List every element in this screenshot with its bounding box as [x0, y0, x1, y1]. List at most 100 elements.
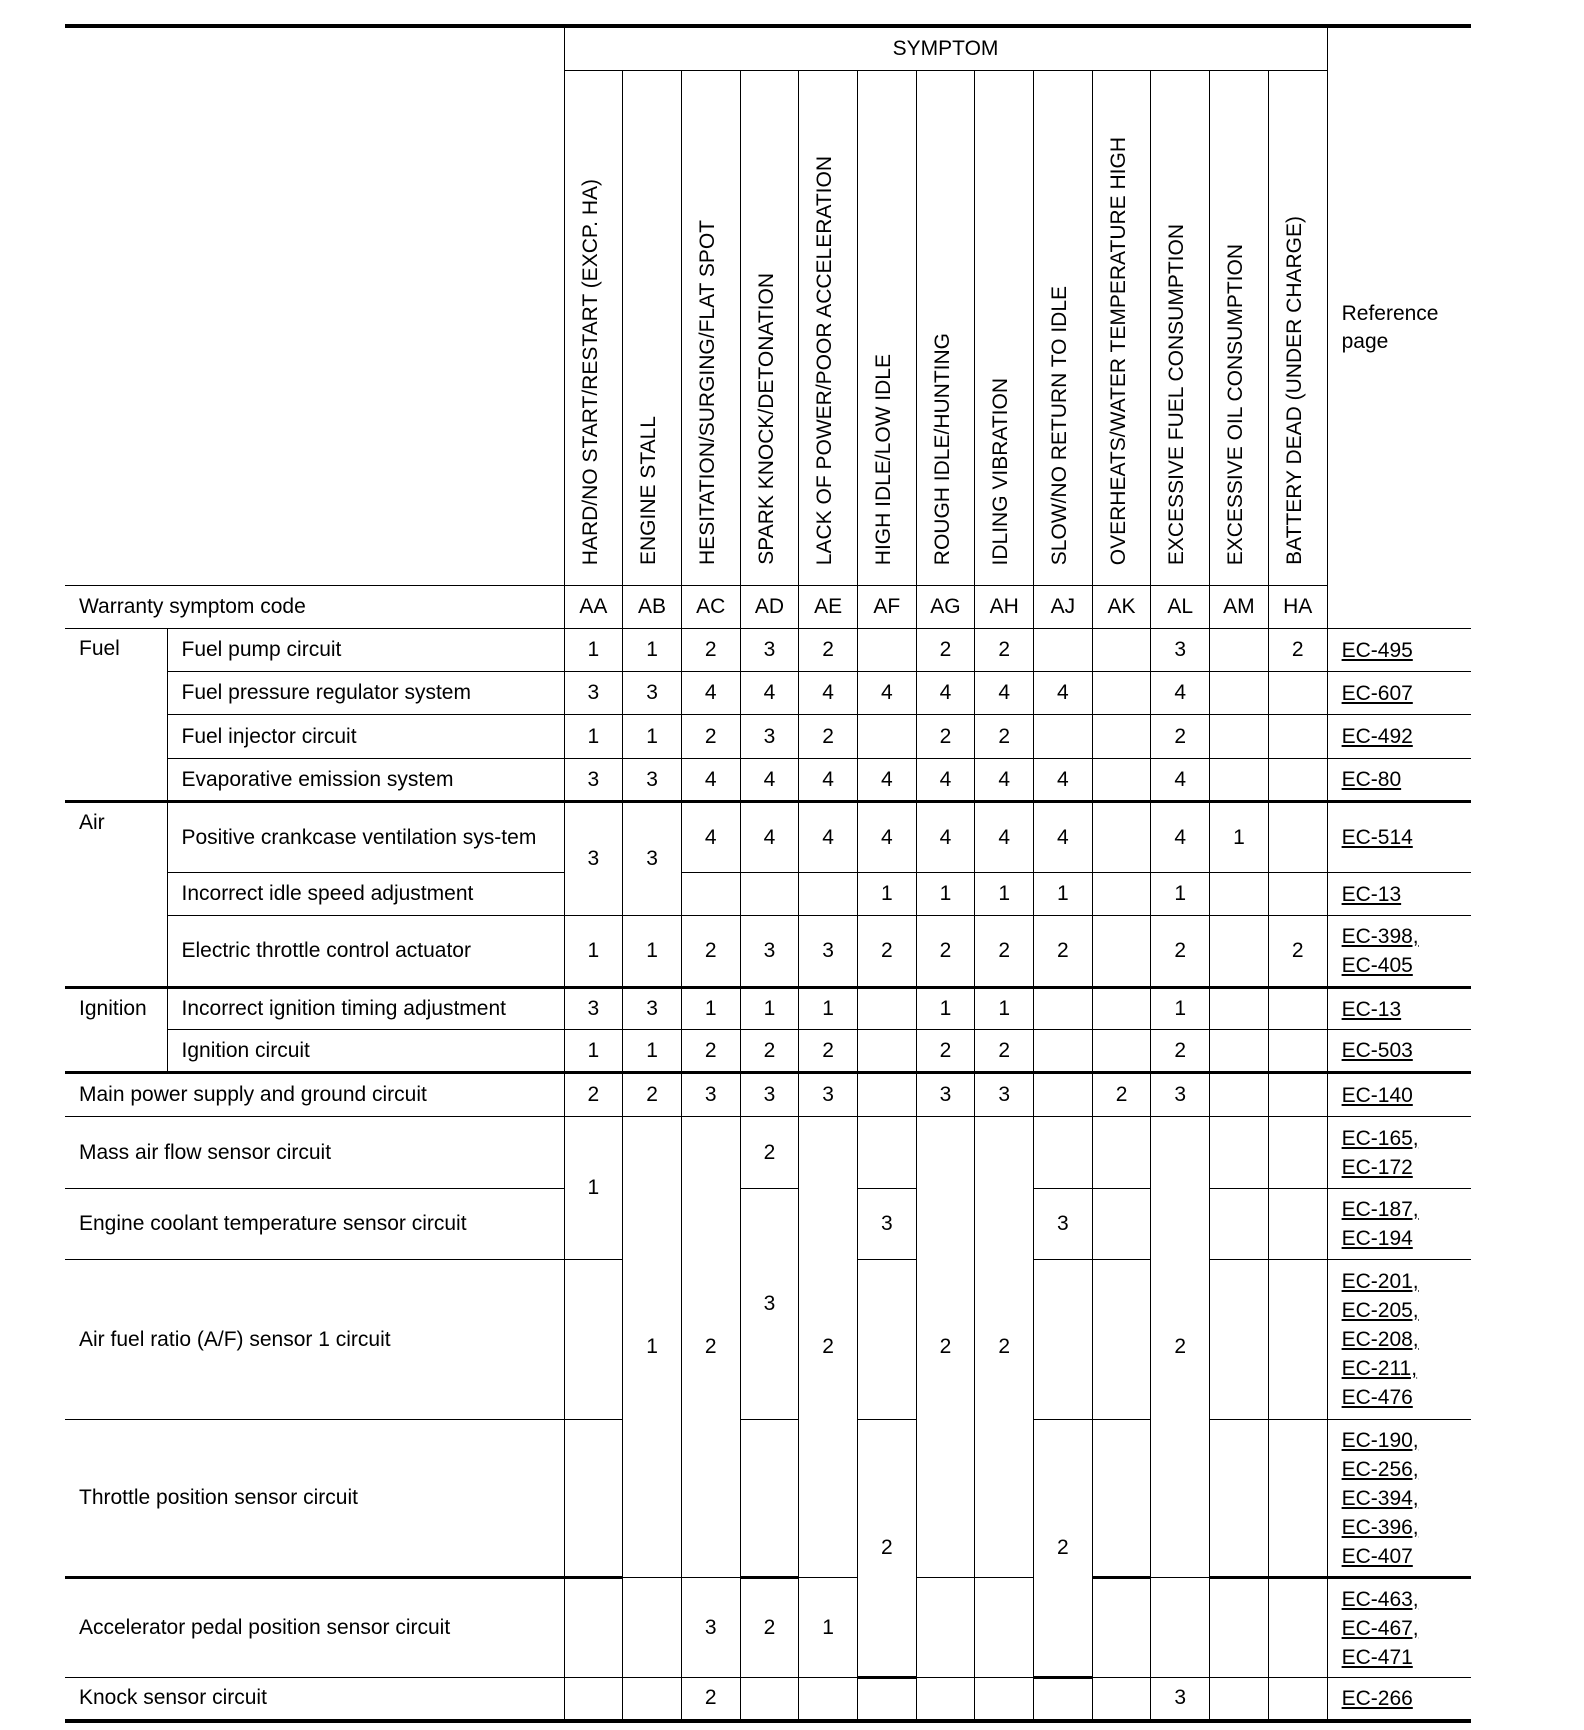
table-row: Incorrect idle speed adjustment 1 1 1 1 1 EC-1… [65, 872, 1472, 916]
priority-cell [1209, 1116, 1269, 1189]
priority-cell: 2 [1150, 714, 1211, 759]
priority-cell: 1 [798, 987, 858, 1030]
priority-cell [1209, 987, 1269, 1030]
reference-page-link[interactable]: EC-398, [1341, 925, 1419, 948]
priority-cell [1091, 628, 1152, 672]
priority-cell [622, 1677, 682, 1721]
priority-cell [1091, 915, 1152, 989]
reference-page-cell: EC-190, EC-256, EC-394, EC-396, EC-407 [1326, 1419, 1472, 1579]
reference-page-link[interactable]: EC-256, [1341, 1457, 1419, 1481]
reference-page-link[interactable]: EC-140 [1341, 1083, 1413, 1107]
reference-page-link[interactable]: EC-495 [1341, 638, 1413, 662]
priority-cell [915, 1677, 976, 1721]
priority-cell: 3 [974, 1072, 1034, 1117]
priority-cell [1033, 1072, 1093, 1117]
reference-page-link[interactable]: EC-80 [1341, 768, 1402, 791]
table-row: Ignition Incorrect ignition timing adjust… [65, 987, 1472, 1074]
reference-page-cell: EC-495 [1326, 628, 1472, 672]
reference-page-link[interactable]: EC-208, [1341, 1328, 1419, 1351]
priority-cell: 2 [622, 1072, 682, 1117]
warranty-code: AL [1150, 585, 1211, 629]
reference-page-link[interactable]: EC-503 [1341, 1039, 1413, 1062]
priority-cell: 4 [680, 671, 741, 715]
row-label: Main power supply and ground circuit [65, 1072, 565, 1117]
priority-cell: 2 [563, 1072, 624, 1117]
reference-page-link[interactable]: EC-205, [1341, 1299, 1419, 1322]
priority-cell: 2 [974, 1116, 1034, 1578]
priority-cell [1209, 714, 1269, 759]
priority-cell: 1 [1150, 872, 1211, 916]
reference-page-link[interactable]: EC-13 [1341, 997, 1402, 1021]
reference-page-link[interactable]: EC-467, [1341, 1616, 1419, 1640]
symptom-name: LACK OF POWER/POOR ACCELERATION [813, 155, 837, 565]
priority-cell: 3 [739, 1072, 800, 1117]
priority-cell [739, 1677, 800, 1721]
reference-page-link[interactable]: EC-607 [1341, 681, 1413, 705]
warranty-code: AB [622, 585, 682, 629]
priority-cell: 1 [974, 987, 1034, 1030]
priority-cell [1033, 1677, 1093, 1721]
symptom-matrix-table: SYMPTOM Reference page HARD/NO START/RES… [65, 24, 1472, 1723]
priority-cell: 1 [622, 1116, 682, 1578]
priority-cell: 1 [563, 1029, 624, 1074]
reference-page-link[interactable]: EC-266 [1341, 1686, 1413, 1710]
reference-page-link[interactable]: EC-514 [1341, 826, 1413, 849]
reference-page-link[interactable]: EC-407 [1341, 1544, 1413, 1568]
priority-cell [1267, 1577, 1328, 1678]
reference-page-link[interactable]: EC-396, [1341, 1515, 1419, 1539]
symptom-name: ENGINE STALL [637, 416, 661, 565]
reference-page-link[interactable]: EC-492 [1341, 725, 1413, 748]
priority-cell [1209, 758, 1269, 803]
reference-page-link[interactable]: EC-194 [1341, 1227, 1413, 1250]
warranty-code-row: Warranty symptom code AA AB AC AD AE AF AG AH AJ… [65, 585, 1471, 629]
reference-page-link[interactable]: EC-394, [1341, 1486, 1419, 1510]
priority-cell [1209, 671, 1269, 715]
priority-cell [1091, 758, 1152, 803]
reference-page-link[interactable]: EC-187, [1341, 1198, 1419, 1221]
reference-page-link[interactable]: EC-471 [1341, 1645, 1413, 1669]
priority-cell: 2 [915, 915, 976, 989]
priority-cell [1091, 872, 1152, 916]
priority-cell [1267, 1677, 1328, 1721]
symptom-column-header: HARD/NO START/RESTART (EXCP. HA) [564, 70, 624, 586]
priority-cell: 3 [739, 714, 800, 759]
symptom-name: ROUGH IDLE/HUNTING [930, 332, 954, 565]
priority-cell [1209, 1072, 1269, 1117]
priority-cell: 4 [680, 801, 741, 873]
priority-cell: 2 [1033, 1419, 1093, 1679]
warranty-code: AH [974, 585, 1034, 629]
priority-cell [739, 1419, 800, 1579]
priority-cell: 1 [739, 987, 800, 1030]
symptom-column-header: SPARK KNOCK/DETONATION [739, 70, 800, 586]
priority-cell: 2 [798, 628, 858, 672]
priority-cell: 1 [974, 872, 1034, 916]
priority-cell [563, 1577, 624, 1678]
priority-cell: 4 [915, 758, 976, 803]
warranty-code: AA [563, 585, 624, 629]
priority-cell: 3 [915, 1072, 976, 1117]
priority-cell: 1 [622, 915, 682, 989]
table-row: Ignition circuit 1 1 2 2 2 2 2 2 EC-503 [65, 1029, 1472, 1074]
priority-cell [1209, 1259, 1269, 1420]
group-label: Fuel [65, 628, 168, 803]
priority-cell: 1 [563, 628, 624, 672]
reference-page-link[interactable]: EC-201, [1341, 1270, 1419, 1293]
priority-cell [1267, 801, 1328, 873]
reference-page-link[interactable]: EC-405 [1341, 954, 1413, 977]
reference-page-link[interactable]: EC-172 [1341, 1155, 1413, 1179]
reference-page-link[interactable]: EC-190, [1341, 1428, 1419, 1452]
reference-page-link[interactable]: EC-165, [1341, 1126, 1419, 1150]
priority-cell: 3 [1150, 1072, 1211, 1117]
priority-cell [1091, 1259, 1152, 1420]
priority-cell: 3 [798, 915, 858, 989]
priority-cell: 2 [798, 1029, 858, 1074]
reference-page-link[interactable]: EC-211, [1341, 1357, 1418, 1380]
priority-cell: 1 [915, 987, 976, 1030]
reference-page-link[interactable]: EC-13 [1341, 882, 1402, 906]
priority-cell [1033, 714, 1093, 759]
table-row: Mass air flow sensor circuit 1 1 2 2 2 2 2 2 EC-1… [65, 1116, 1472, 1578]
priority-cell: 2 [739, 1577, 800, 1678]
symptom-column-header: ENGINE STALL [622, 70, 682, 586]
reference-page-link[interactable]: EC-463, [1341, 1587, 1419, 1611]
reference-page-link[interactable]: EC-476 [1341, 1386, 1413, 1409]
